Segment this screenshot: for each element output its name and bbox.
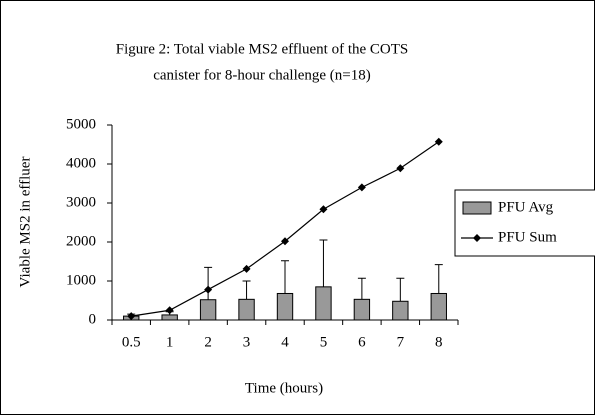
bar [315,286,332,321]
legend-label: PFU Avg [498,199,554,215]
legend-marker [473,234,481,242]
bar [199,299,217,321]
bar [276,292,294,321]
bar [161,314,178,321]
x-tick-label: 4 [281,334,289,350]
bar [392,300,409,321]
marker [127,312,136,321]
x-tick-label: 3 [243,334,251,350]
x-axis-label: Time (hours) [245,380,323,396]
y-tick-label: 1000 [66,272,96,288]
x-tick-label: 5 [320,334,328,350]
x-tick-label: 8 [435,334,443,350]
marker [281,237,289,246]
marker [242,264,251,273]
chart-subtitle: canister for 8-hour challenge (n=18) [153,67,371,83]
y-tick-label: 3000 [66,194,96,210]
y-axis-label: Viable MS2 in effluer [17,157,33,288]
y-tick-label: 2000 [66,233,96,249]
x-tick-label: 0.5 [122,334,141,350]
marker [434,137,443,146]
legend-box [454,189,595,257]
x-tick-label: 2 [204,334,212,350]
y-tick-label: 4000 [66,155,96,171]
bar [353,298,371,321]
bar [430,292,447,321]
legend-swatch [462,201,492,215]
legend-label: PFU Sum [498,229,557,245]
chart-title: Figure 2: Total viable MS2 effluent of t… [116,41,409,57]
x-tick-label: 1 [166,334,174,350]
x-tick-label: 7 [397,334,405,350]
marker [165,306,174,315]
x-tick-label: 6 [358,334,366,350]
marker [357,183,366,192]
bar [238,298,255,321]
y-tick-label: 5000 [66,116,96,132]
marker [319,205,328,214]
marker [396,164,405,173]
y-tick-label: 0 [89,311,97,327]
marker [204,285,213,294]
